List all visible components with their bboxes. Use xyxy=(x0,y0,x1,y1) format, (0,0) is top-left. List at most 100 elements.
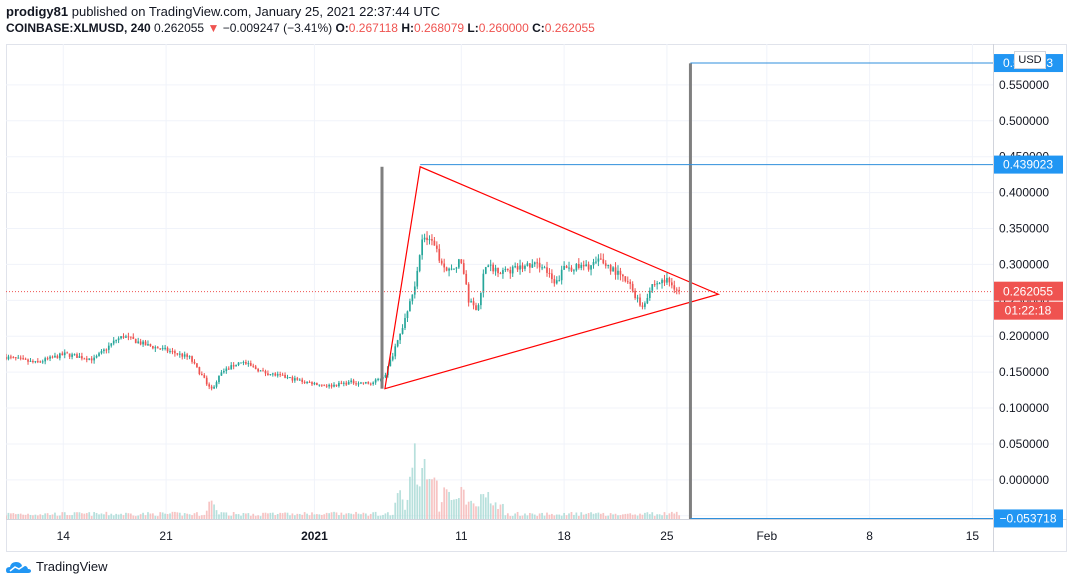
candle-body xyxy=(551,273,553,280)
volume-bar xyxy=(7,512,10,519)
volume-bar xyxy=(511,515,514,519)
volume-bar xyxy=(448,491,450,519)
price-chart[interactable]: 0.5500000.5000000.4500000.4000000.350000… xyxy=(6,44,1067,552)
candle-body xyxy=(34,361,37,363)
volume-bar xyxy=(555,514,558,519)
candle-body xyxy=(303,381,306,383)
author-name[interactable]: prodigy81 xyxy=(6,4,69,19)
candle-body xyxy=(347,381,350,385)
volume-bar xyxy=(499,504,502,519)
candle-body xyxy=(482,273,485,293)
volume-bar xyxy=(467,501,470,519)
volume-bar xyxy=(617,515,619,519)
volume-bar xyxy=(200,515,203,519)
volume-bar xyxy=(678,515,681,519)
candle-body xyxy=(568,267,570,269)
candle-body xyxy=(590,265,592,270)
candle-body xyxy=(499,273,502,275)
candle-body xyxy=(644,303,646,307)
candle-body xyxy=(565,266,568,269)
grid-lines xyxy=(6,44,993,519)
candle-body xyxy=(636,297,639,299)
candle-body xyxy=(271,373,274,375)
volume-bar xyxy=(81,513,83,519)
candle-body xyxy=(404,318,406,329)
volume-bar xyxy=(342,514,345,519)
volume-bar xyxy=(12,513,15,519)
volume-bar xyxy=(281,513,284,519)
countdown-tag-label: 01:22:18 xyxy=(1005,304,1052,318)
volume-bar xyxy=(369,513,372,519)
volume-bar xyxy=(176,512,179,519)
y-tick-label: 0.350000 xyxy=(999,222,1049,236)
volume-bar xyxy=(409,476,411,519)
candle-body xyxy=(673,285,676,290)
candle-body xyxy=(301,379,304,382)
volume-bar xyxy=(330,512,333,519)
candle-body xyxy=(487,265,490,268)
volume-bar xyxy=(480,494,482,519)
volume-bar xyxy=(582,514,585,519)
volume-bar xyxy=(245,513,247,519)
candle-body xyxy=(563,266,565,270)
volume-bar xyxy=(604,515,607,519)
volume-bar xyxy=(259,516,262,519)
candle-body xyxy=(531,264,534,268)
footer-brand: TradingView xyxy=(36,559,108,574)
volume-bar xyxy=(428,478,431,519)
candle-body xyxy=(115,340,118,342)
volume-bar xyxy=(83,513,86,519)
candle-body xyxy=(418,255,421,271)
candle-body xyxy=(639,297,641,306)
candle-body xyxy=(10,356,12,358)
volume-bar xyxy=(286,512,289,519)
candle-body xyxy=(252,365,255,367)
volume-bar xyxy=(235,514,237,519)
candle-body xyxy=(325,385,328,387)
volume-bar xyxy=(406,499,409,519)
volume-bar xyxy=(631,514,634,519)
volume-bar xyxy=(103,514,105,519)
candle-body xyxy=(90,358,93,361)
candle-body xyxy=(191,356,193,362)
candle-body xyxy=(235,365,237,367)
candle-body xyxy=(306,381,308,383)
volume-bar xyxy=(389,515,392,519)
time-axis[interactable]: 14 21 2021 11 18 25 Feb 8 15 xyxy=(57,529,980,543)
volume-bar xyxy=(411,467,414,519)
candle-body xyxy=(308,381,311,383)
currency-button[interactable]: USD xyxy=(1014,51,1046,69)
candle-body xyxy=(127,336,130,338)
volume-bar xyxy=(653,515,656,519)
volume-bar xyxy=(196,512,198,519)
volume-bar xyxy=(528,512,531,519)
candle-body xyxy=(394,346,397,357)
volume-bar xyxy=(289,515,291,519)
x-tick-label: 25 xyxy=(660,529,674,543)
candle-body xyxy=(174,351,176,354)
candle-body xyxy=(619,270,622,275)
symmetrical-triangle xyxy=(384,165,721,390)
volume-bar xyxy=(210,500,213,519)
volume-bar xyxy=(230,515,233,519)
candle-body xyxy=(362,382,365,384)
volume-bar xyxy=(49,515,51,519)
candle-body xyxy=(12,356,15,358)
candle-body xyxy=(208,384,211,387)
volume-bar xyxy=(225,512,228,519)
volume-bar xyxy=(98,514,100,519)
candle-body xyxy=(85,358,88,360)
y-tick-label: 0.000000 xyxy=(999,473,1049,487)
volume-bar xyxy=(205,510,208,519)
candle-body xyxy=(338,382,340,387)
candle-body xyxy=(112,340,115,344)
candle-body xyxy=(281,374,284,376)
candle-body xyxy=(617,270,619,275)
volume-bar xyxy=(269,512,272,519)
volume-bar xyxy=(585,513,588,519)
chart-frame[interactable]: 0.5500000.5000000.4500000.4000000.350000… xyxy=(6,44,1067,552)
candle-body xyxy=(646,297,649,304)
candle-body xyxy=(269,374,272,376)
candle-body xyxy=(73,354,76,356)
footer-logo[interactable]: TradingView xyxy=(6,559,108,574)
